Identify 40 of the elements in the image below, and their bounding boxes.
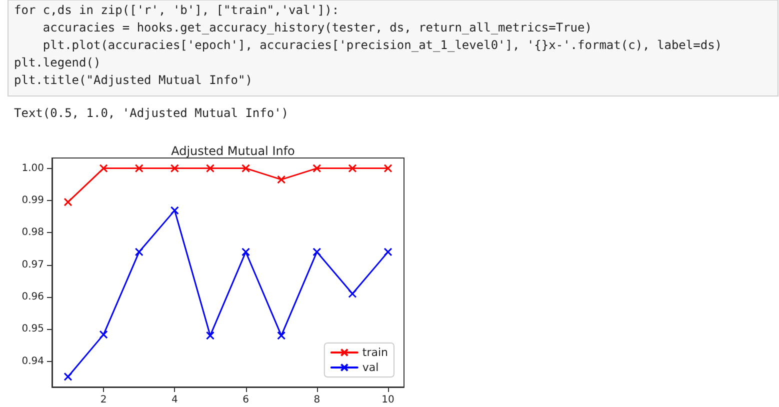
- text: plt.title("Adjusted Mutual Info"): [14, 73, 252, 87]
- point: [99, 330, 108, 339]
- x-tick-label: 8: [314, 394, 320, 406]
- point: [64, 198, 72, 206]
- y-tick-label: 0.99: [22, 194, 44, 206]
- text: for c,ds in zip(['r', 'b'], ["train",'val']):: [14, 3, 340, 17]
- point: [384, 248, 392, 256]
- point: [277, 175, 286, 184]
- point: [206, 331, 214, 340]
- y-tick-label: 0.96: [22, 291, 44, 302]
- x-tick-label: 2: [100, 394, 107, 406]
- y-tick-label: 0.98: [22, 227, 44, 238]
- point: [134, 164, 144, 173]
- y-tick-label: 0.94: [22, 356, 44, 367]
- point: [99, 164, 108, 173]
- text: plt.legend(): [14, 56, 101, 70]
- point: [312, 164, 322, 173]
- text: plt.plot(accuracies['epoch'], accuracies['precision_at_1_level0'], '{}x-'.format(c), label=ds): [14, 38, 722, 52]
- point: [206, 164, 214, 173]
- point: [134, 248, 144, 256]
- legend-label: val: [362, 361, 379, 374]
- text: Text(0.5, 1.0, 'Adjusted Mutual Info'): [14, 106, 289, 120]
- point: [277, 331, 286, 340]
- point: [312, 248, 322, 256]
- point: [64, 372, 72, 381]
- point: [242, 248, 250, 256]
- y-tick-label: 0.97: [22, 259, 44, 270]
- chart-title: Adjusted Mutual Info: [171, 144, 295, 158]
- x-tick-label: 6: [242, 394, 249, 406]
- x-tick-label: 4: [171, 394, 178, 406]
- point: [170, 206, 179, 215]
- legend-label: train: [362, 346, 388, 359]
- point: [170, 164, 179, 173]
- y-tick-label: 1.00: [22, 162, 44, 174]
- point: [242, 164, 250, 173]
- y-tick-label: 0.95: [22, 324, 44, 335]
- x-tick-label: 10: [382, 394, 394, 406]
- text: accuracies = hooks.get_accuracy_history(tester, ds, return_all_metrics=True): [14, 20, 592, 34]
- point: [384, 164, 392, 173]
- point: [348, 164, 357, 173]
